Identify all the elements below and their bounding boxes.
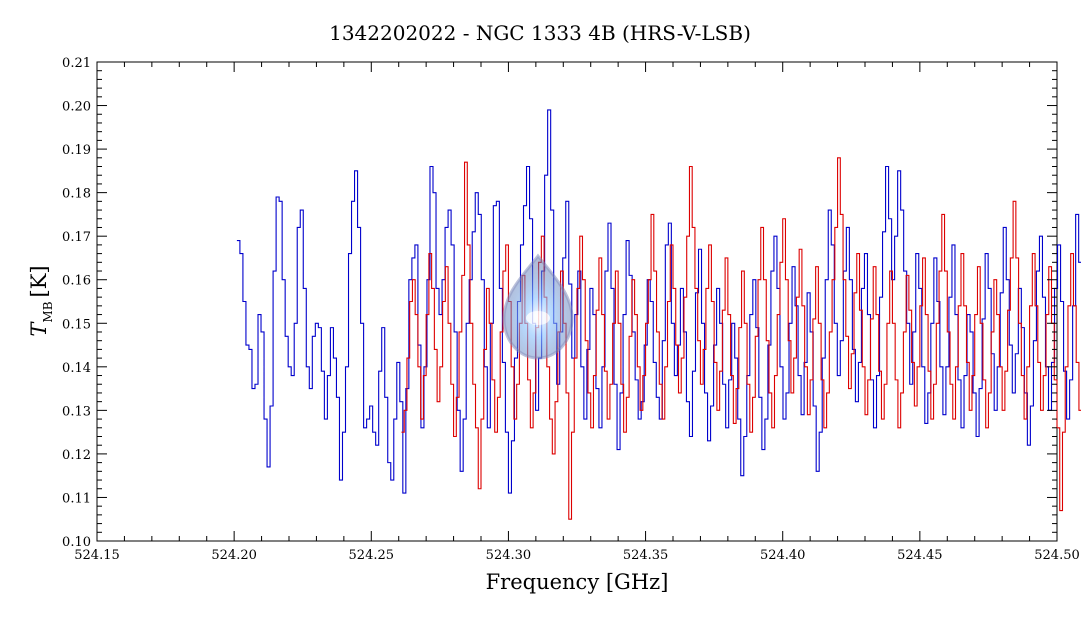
y-axis-title-sub: MB <box>41 301 55 322</box>
y-tick-label: 0.20 <box>62 100 91 115</box>
water-drop-icon <box>502 253 574 360</box>
tick-layer: 524.15 524.20 524.25 524.30 524.35 524.40 524.… <box>62 56 1080 563</box>
chart-title: 1342202022 - NGC 1333 4B (HRS-V-LSB) <box>329 21 751 45</box>
x-tick-label: 524.50 <box>1034 548 1080 563</box>
y-tick-label: 0.17 <box>62 230 91 245</box>
x-tick-label: 524.35 <box>623 548 669 563</box>
y-tick-label: 0.11 <box>62 491 91 506</box>
series-layer <box>236 109 1081 520</box>
x-tick-label: 524.25 <box>349 548 395 563</box>
x-axis-title: Frequency [GHz] <box>486 570 669 594</box>
y-axis-title-unit: [K] <box>27 265 51 297</box>
x-tick-label: 524.40 <box>760 548 806 563</box>
y-axis-title: TMB [K] <box>27 265 55 336</box>
y-tick-label: 0.12 <box>62 448 91 463</box>
spectrum-series-0 <box>236 109 1081 494</box>
x-tick-label: 524.30 <box>486 548 532 563</box>
plot-frame <box>96 61 1058 542</box>
y-tick-label: 0.14 <box>62 361 91 376</box>
y-tick-label: 0.13 <box>62 404 91 419</box>
y-tick-label: 0.15 <box>62 317 91 332</box>
y-tick-label: 0.21 <box>62 56 91 71</box>
x-tick-label: 524.20 <box>211 548 257 563</box>
y-tick-label: 0.19 <box>62 143 91 158</box>
y-axis-title-main: T <box>27 321 51 337</box>
y-tick-label: 0.18 <box>62 187 91 202</box>
y-tick-label: 0.10 <box>62 535 91 550</box>
x-tick-label: 524.15 <box>74 548 120 563</box>
spectrum-series-1 <box>401 157 1081 520</box>
y-tick-label: 0.16 <box>62 274 91 289</box>
x-tick-label: 524.45 <box>897 548 943 563</box>
